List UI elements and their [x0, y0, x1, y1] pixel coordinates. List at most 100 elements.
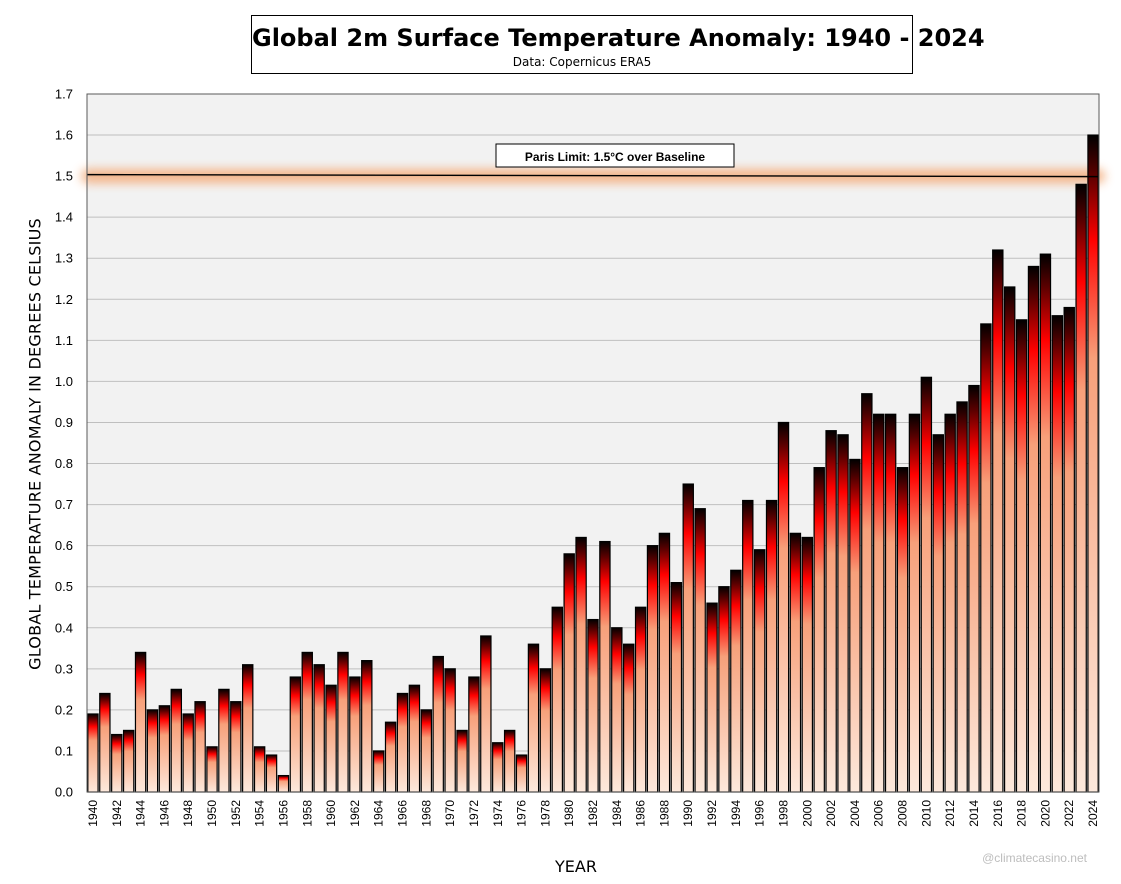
- y-tick-label: 0.5: [55, 579, 73, 594]
- y-tick-label: 0.7: [55, 497, 73, 512]
- bar-2013: [956, 401, 968, 793]
- bar-2001: [813, 467, 825, 793]
- bar-1973: [480, 635, 492, 793]
- bar-1970: [444, 668, 456, 793]
- x-tick-label: 1996: [753, 800, 767, 827]
- bar-2022: [1063, 306, 1075, 793]
- x-tick-label: 2004: [848, 800, 862, 827]
- bar-1965: [384, 721, 397, 793]
- bar-2003: [837, 434, 849, 793]
- y-tick-label: 1.6: [55, 128, 73, 143]
- bar-1969: [432, 655, 444, 793]
- bar-1952: [230, 701, 242, 793]
- y-tick-label: 0.1: [55, 743, 73, 758]
- y-tick-label: 0.4: [55, 620, 73, 635]
- x-tick-label: 1976: [515, 800, 529, 827]
- x-axis-label: YEAR: [555, 857, 597, 876]
- bar-1988: [658, 532, 671, 793]
- bar-1946: [158, 705, 171, 793]
- bar-1997: [765, 499, 778, 793]
- bar-1945: [146, 709, 159, 793]
- bar-2000: [801, 536, 814, 793]
- bar-1962: [349, 676, 361, 793]
- x-tick-label: 1980: [562, 800, 576, 827]
- x-tick-label: 1942: [110, 800, 124, 827]
- x-tick-label: 1994: [729, 800, 743, 827]
- x-tick-label: 1948: [181, 800, 195, 827]
- bar-1990: [682, 483, 694, 793]
- x-tick-label: 2020: [1038, 800, 1052, 827]
- x-tick-label: 1944: [134, 800, 148, 827]
- x-tick-label: 2008: [896, 800, 910, 827]
- bar-1996: [753, 549, 766, 793]
- bar-2023: [1075, 183, 1087, 793]
- bar-1948: [182, 713, 194, 793]
- bar-1972: [468, 676, 480, 793]
- x-tick-label: 1960: [324, 800, 338, 827]
- bar-1998: [777, 421, 790, 793]
- x-tick-label: 2024: [1086, 800, 1100, 827]
- x-tick-label: 1992: [705, 800, 719, 827]
- y-tick-label: 1.1: [55, 333, 73, 348]
- bar-1955: [265, 754, 278, 793]
- bar-2010: [920, 376, 933, 793]
- bar-1989: [670, 581, 683, 793]
- bar-1999: [789, 532, 802, 793]
- x-tick-label: 1958: [300, 800, 314, 827]
- bar-2011: [932, 434, 944, 793]
- bar-1979: [551, 606, 564, 793]
- x-tick-label: 1940: [86, 800, 100, 827]
- y-axis-label: GLOBAL TEMPERATURE ANOMALY IN DEGREES CE…: [25, 218, 45, 670]
- bar-2017: [1003, 286, 1016, 793]
- bar-1949: [194, 701, 206, 793]
- bar-1942: [111, 733, 123, 793]
- bar-1995: [742, 499, 754, 793]
- bar-1953: [242, 664, 254, 793]
- x-tick-label: 2018: [1015, 800, 1029, 827]
- bar-1963: [361, 660, 373, 793]
- y-tick-label: 0.0: [55, 785, 73, 800]
- bar-2006: [873, 413, 885, 793]
- bar-1956: [277, 774, 290, 793]
- x-tick-label: 2014: [967, 800, 981, 827]
- chart-title: Global 2m Surface Temperature Anomaly: 1…: [252, 24, 985, 52]
- bar-1950: [206, 746, 218, 793]
- y-tick-label: 1.7: [55, 87, 73, 102]
- bar-1966: [396, 692, 409, 793]
- x-tick-label: 1964: [372, 800, 386, 827]
- bar-1940: [87, 713, 99, 793]
- bar-1957: [289, 676, 302, 793]
- bar-1978: [539, 668, 552, 793]
- x-tick-label: 2022: [1062, 800, 1076, 827]
- bar-2014: [968, 384, 980, 793]
- bar-1943: [122, 729, 135, 793]
- bar-1977: [527, 643, 540, 793]
- bar-2008: [896, 467, 909, 793]
- bar-1960: [325, 684, 337, 793]
- x-tick-label: 1956: [276, 800, 290, 827]
- bar-2018: [1015, 319, 1028, 793]
- x-tick-label: 1988: [657, 800, 671, 827]
- bar-1951: [218, 688, 230, 793]
- x-tick-label: 1972: [467, 800, 481, 827]
- bar-1993: [718, 586, 730, 793]
- y-tick-label: 1.2: [55, 292, 73, 307]
- plot-frame: [86, 93, 1100, 793]
- x-tick-label: 1978: [538, 800, 552, 827]
- y-tick-label: 1.4: [55, 210, 73, 225]
- x-tick-label: 1986: [634, 800, 648, 827]
- y-tick-label: 1.3: [55, 251, 73, 266]
- x-tick-label: 1974: [491, 800, 505, 827]
- bar-1984: [611, 627, 623, 793]
- title-box: Global 2m Surface Temperature Anomaly: 1…: [251, 15, 985, 74]
- x-tick-label: 2010: [919, 800, 933, 827]
- bar-1968: [420, 709, 433, 793]
- bar-2019: [1027, 265, 1040, 793]
- y-tick-label: 0.9: [55, 415, 73, 430]
- x-tick-labels: 1940 1942 1944 1946 1948 1950 1952 1954 1956 1958…: [86, 800, 1100, 827]
- bar-2021: [1051, 315, 1064, 793]
- y-tick-label: 0.2: [55, 702, 73, 717]
- bar-2012: [944, 413, 956, 793]
- bar-1941: [99, 692, 111, 793]
